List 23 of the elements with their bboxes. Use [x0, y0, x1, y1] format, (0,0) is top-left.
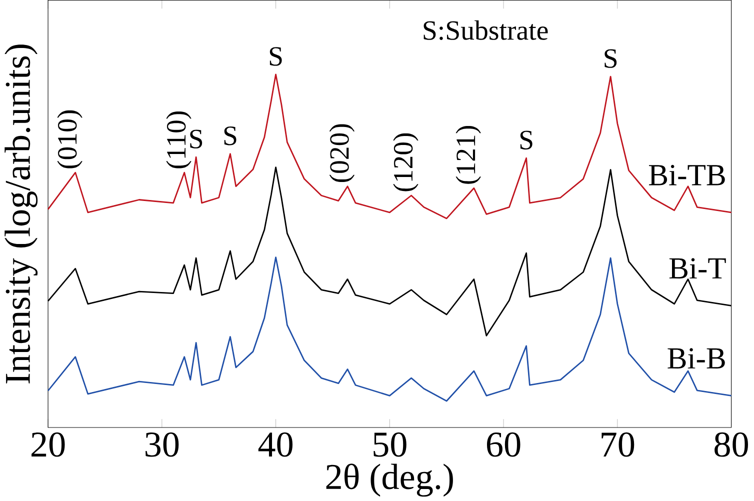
x-tick-label: 60 [486, 432, 520, 457]
annotation: (020) [329, 124, 355, 182]
text: S:Substrate [424, 20, 548, 40]
annotation: (110) [166, 111, 192, 168]
annotation: S [270, 46, 282, 66]
x-tick-label: 50 [374, 432, 406, 457]
annotation: S [520, 130, 532, 150]
annotation: (120) [393, 133, 418, 192]
annotation: (010) [57, 110, 82, 168]
y-axis-title: Intensity (log/arb.units) [4, 44, 38, 384]
x-tick-label: 20 [32, 432, 65, 457]
annotation: S [604, 49, 617, 68]
x-tick-label: 40 [258, 432, 293, 457]
series-label: Bi-B [668, 348, 725, 368]
x-tick-label: 70 [602, 432, 634, 457]
annotation: (121) [456, 126, 481, 184]
x-tick-label: 80 [714, 432, 748, 457]
series-label: Bi-T [669, 258, 726, 278]
x-axis-title: 2θ (deg.) [326, 463, 453, 497]
series-label: Bi-TB [648, 164, 725, 186]
annotation: S [224, 126, 236, 146]
annotation: S [190, 130, 202, 148]
x-tick-label: 30 [146, 432, 179, 457]
